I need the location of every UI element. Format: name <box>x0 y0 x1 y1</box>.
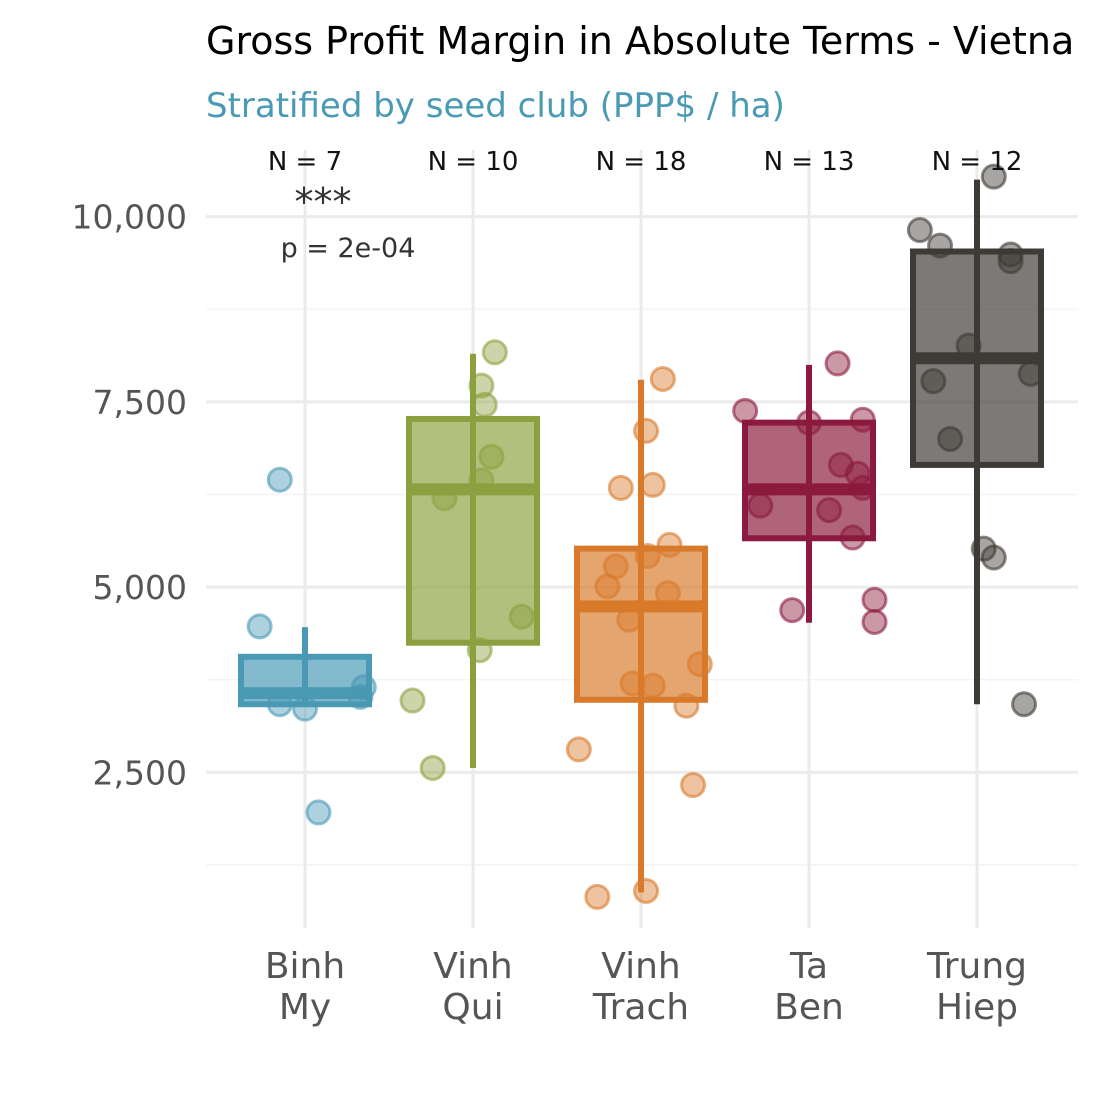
data-point <box>1017 360 1044 387</box>
y-axis-tick-labels: 2,500 5,000 7,500 10,000 <box>72 198 187 793</box>
n-label: N = 18 <box>596 147 687 177</box>
data-point <box>680 771 707 798</box>
data-point <box>246 613 273 640</box>
data-point <box>816 497 843 524</box>
data-point <box>594 573 621 600</box>
data-point <box>508 603 535 630</box>
data-point <box>292 695 318 722</box>
data-point <box>616 606 643 633</box>
data-point <box>633 877 660 904</box>
data-point <box>633 417 660 444</box>
data-point <box>997 241 1024 268</box>
x-tick-label: Ta <box>789 946 828 987</box>
x-tick-label: My <box>279 987 331 1028</box>
data-point <box>906 217 933 244</box>
n-label: N = 7 <box>268 147 342 177</box>
box-group <box>732 350 888 635</box>
data-point <box>305 799 332 826</box>
x-tick-label: Trach <box>592 987 689 1028</box>
data-point <box>266 691 293 718</box>
n-label: N = 10 <box>428 147 519 177</box>
data-point <box>1011 691 1038 718</box>
box-groups <box>238 163 1044 910</box>
data-point <box>466 637 493 664</box>
data-point <box>584 883 611 910</box>
n-label: N = 12 <box>932 147 1023 177</box>
data-point <box>634 543 661 570</box>
box-group <box>565 365 713 910</box>
data-point <box>619 670 646 697</box>
x-tick-label: Qui <box>442 987 503 1028</box>
data-point <box>639 471 666 498</box>
data-point <box>849 406 876 433</box>
box <box>742 419 876 542</box>
data-point <box>824 350 851 377</box>
data-point <box>937 425 964 452</box>
x-tick-label: Binh <box>265 946 345 987</box>
chart-title: Gross Profit Margin in Absolute Terms - … <box>206 19 1074 63</box>
data-point <box>478 443 505 470</box>
y-tick-label: 10,000 <box>72 198 187 237</box>
data-point <box>920 368 947 395</box>
data-point <box>565 736 592 763</box>
data-point <box>861 586 888 613</box>
data-point <box>861 608 888 635</box>
data-point <box>927 232 954 259</box>
data-point <box>431 485 458 512</box>
data-point <box>997 248 1024 275</box>
data-point <box>471 391 498 418</box>
box-group <box>399 339 540 781</box>
data-point <box>747 492 774 519</box>
data-point <box>350 674 377 701</box>
sample-size-labels: N = 7 N = 10 N = 18 N = 13 N = 12 <box>268 147 1023 177</box>
data-point <box>468 372 495 399</box>
n-label: N = 13 <box>764 147 855 177</box>
data-point <box>656 531 683 558</box>
chart-subtitle: Stratified by seed club (PPP$ / ha) <box>206 86 785 126</box>
data-point <box>844 460 871 487</box>
p-value-label: p = 2e-04 <box>281 233 416 264</box>
data-point <box>607 474 634 501</box>
data-point <box>849 474 876 501</box>
x-tick-label: Trung <box>926 946 1027 987</box>
box-group <box>238 466 377 826</box>
data-point <box>796 409 822 436</box>
data-point <box>639 672 666 699</box>
data-point <box>673 692 700 719</box>
data-point <box>481 339 508 366</box>
data-point <box>468 467 495 494</box>
data-point <box>649 365 676 392</box>
x-tick-label: Vinh <box>601 946 680 987</box>
data-point <box>839 524 866 551</box>
data-point <box>980 163 1007 190</box>
data-point <box>419 754 446 781</box>
data-point <box>732 397 759 424</box>
data-point <box>654 580 681 607</box>
data-point <box>955 332 982 359</box>
data-point <box>686 651 713 678</box>
box <box>406 415 540 646</box>
data-point <box>399 687 426 714</box>
x-tick-label: Hiep <box>936 987 1018 1028</box>
y-tick-label: 5,000 <box>93 568 187 607</box>
data-point <box>980 544 1007 571</box>
data-point <box>779 597 806 624</box>
significance-stars: *** <box>295 180 352 224</box>
x-tick-label: Ben <box>774 987 844 1028</box>
y-tick-label: 7,500 <box>93 383 187 422</box>
box-group <box>906 163 1044 718</box>
data-point <box>266 466 293 493</box>
x-tick-label: Vinh <box>433 946 512 987</box>
y-tick-label: 2,500 <box>93 753 187 792</box>
